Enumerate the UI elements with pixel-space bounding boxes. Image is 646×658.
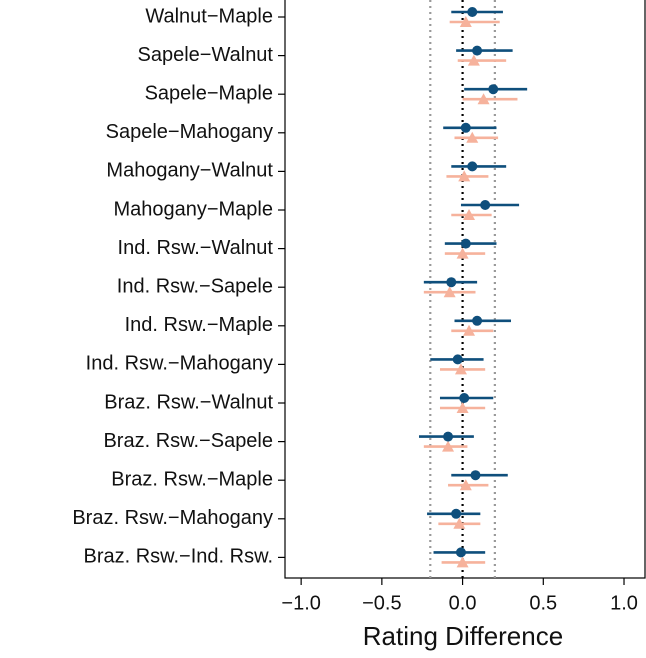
- point: [467, 54, 480, 66]
- y-tick-label: Sapele−Mahogany: [106, 121, 273, 143]
- point: [446, 277, 457, 288]
- y-tick-label: Sapele−Walnut: [138, 44, 274, 66]
- y-tick-label: Braz. Rsw.−Sapele: [103, 430, 273, 452]
- point: [459, 16, 472, 27]
- point: [459, 479, 472, 491]
- x-axis-label: Rating Difference: [363, 621, 563, 651]
- point: [452, 354, 463, 365]
- y-tick-label: Ind. Rsw.−Walnut: [118, 237, 274, 259]
- point: [456, 556, 469, 568]
- point: [477, 93, 490, 105]
- point: [456, 247, 469, 259]
- x-tick-label: −1.0: [281, 592, 320, 614]
- y-tick-label: Sapele−Maple: [145, 82, 273, 104]
- y-tick-label: Mahogany−Walnut: [106, 160, 273, 182]
- panel-border: [284, 0, 646, 579]
- y-tick-label: Ind. Rsw.−Mahogany: [86, 353, 273, 375]
- y-tick-label: Braz. Rsw.−Ind. Rsw.: [83, 546, 273, 568]
- x-tick-label: 0.0: [449, 592, 477, 614]
- x-tick-label: 1.0: [610, 592, 638, 614]
- point: [467, 161, 478, 172]
- y-tick-label: Ind. Rsw.−Maple: [125, 314, 273, 336]
- point: [454, 363, 467, 375]
- point: [463, 209, 476, 220]
- y-tick-label: Braz. Rsw.−Maple: [111, 468, 273, 490]
- point: [459, 393, 470, 403]
- point: [458, 170, 471, 182]
- point: [442, 440, 455, 452]
- y-tick-label: Braz. Rsw.−Mahogany: [72, 507, 273, 529]
- point: [472, 315, 483, 326]
- point: [466, 131, 479, 143]
- point: [470, 470, 481, 481]
- point: [472, 45, 483, 56]
- point: [480, 200, 491, 210]
- point: [463, 324, 476, 336]
- y-tick-label: Mahogany−Maple: [113, 198, 273, 220]
- y-tick-label: Walnut−Maple: [145, 5, 273, 27]
- x-tick-label: 0.5: [529, 592, 557, 614]
- point: [451, 508, 462, 519]
- point: [456, 402, 469, 413]
- y-tick-label: Braz. Rsw.−Walnut: [104, 391, 273, 413]
- point: [488, 84, 499, 95]
- x-tick-label: −0.5: [362, 592, 401, 614]
- point: [453, 517, 466, 529]
- point: [455, 547, 466, 558]
- point: [467, 7, 478, 17]
- point: [460, 238, 471, 249]
- point: [443, 286, 456, 298]
- point: [443, 431, 454, 442]
- y-tick-label: Ind. Rsw.−Sapele: [117, 275, 273, 297]
- point: [460, 122, 471, 133]
